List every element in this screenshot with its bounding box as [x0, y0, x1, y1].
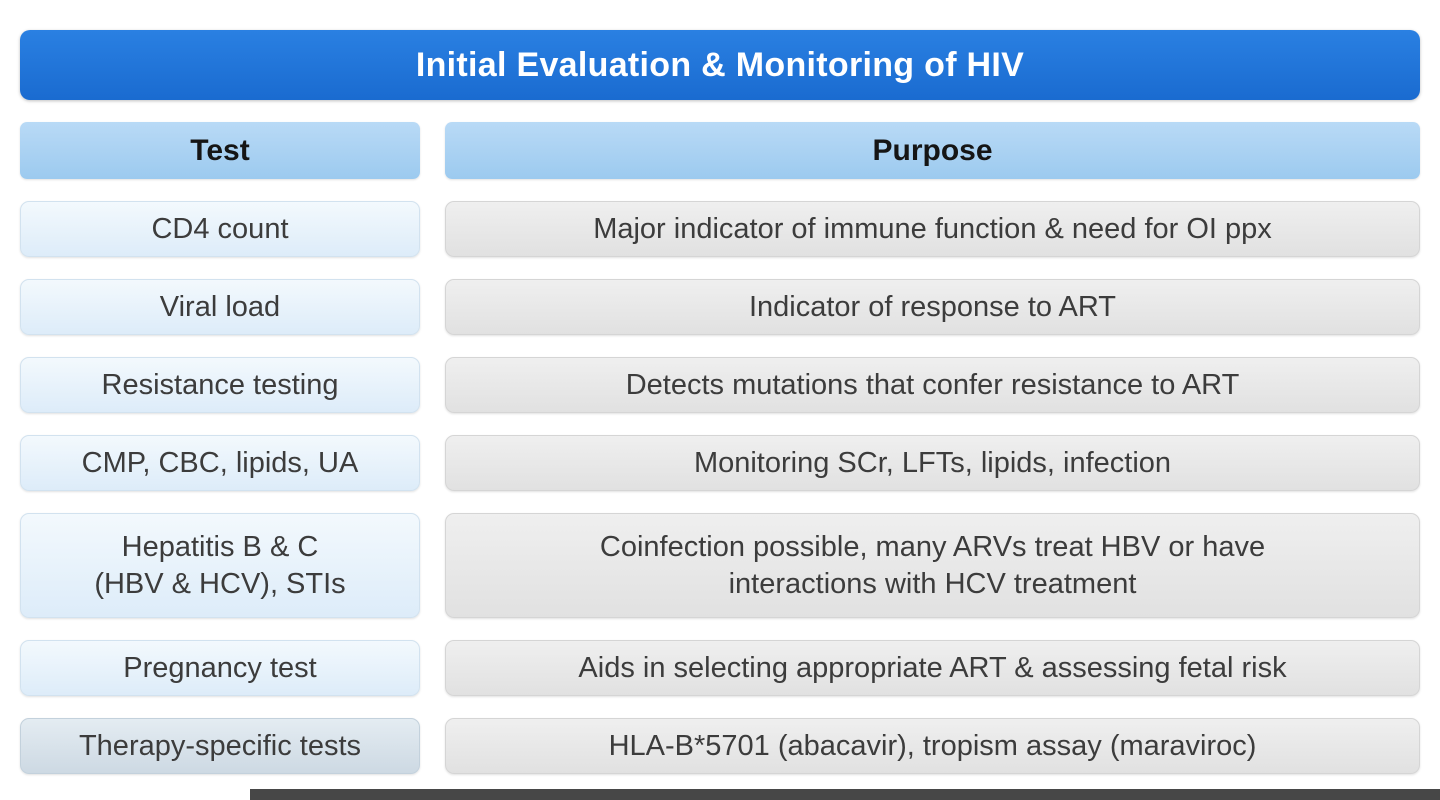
column-header-purpose: Purpose: [445, 122, 1420, 179]
purpose-cell: HLA-B*5701 (abacavir), tropism assay (ma…: [445, 718, 1420, 774]
table-row: Pregnancy test Aids in selecting appropr…: [20, 640, 1420, 696]
flashcard-table: Initial Evaluation & Monitoring of HIV T…: [20, 30, 1420, 774]
purpose-cell: Monitoring SCr, LFTs, lipids, infection: [445, 435, 1420, 491]
table-header-row: Test Purpose: [20, 122, 1420, 179]
table-row: Hepatitis B & C (HBV & HCV), STIs Coinfe…: [20, 513, 1420, 618]
purpose-cell: Detects mutations that confer resistance…: [445, 357, 1420, 413]
column-header-test: Test: [20, 122, 420, 179]
test-cell: Resistance testing: [20, 357, 420, 413]
purpose-cell: Indicator of response to ART: [445, 279, 1420, 335]
bottom-progress-bar[interactable]: [250, 789, 1440, 800]
table-row: Resistance testing Detects mutations tha…: [20, 357, 1420, 413]
purpose-cell: Coinfection possible, many ARVs treat HB…: [445, 513, 1420, 618]
test-cell: CD4 count: [20, 201, 420, 257]
test-cell: Pregnancy test: [20, 640, 420, 696]
page-title: Initial Evaluation & Monitoring of HIV: [20, 30, 1420, 100]
test-cell: CMP, CBC, lipids, UA: [20, 435, 420, 491]
test-cell: Therapy-specific tests: [20, 718, 420, 774]
test-cell: Hepatitis B & C (HBV & HCV), STIs: [20, 513, 420, 618]
table-row: CD4 count Major indicator of immune func…: [20, 201, 1420, 257]
table-row: Therapy-specific tests HLA-B*5701 (abaca…: [20, 718, 1420, 774]
purpose-cell: Aids in selecting appropriate ART & asse…: [445, 640, 1420, 696]
purpose-cell: Major indicator of immune function & nee…: [445, 201, 1420, 257]
table-row: CMP, CBC, lipids, UA Monitoring SCr, LFT…: [20, 435, 1420, 491]
test-cell: Viral load: [20, 279, 420, 335]
table-row: Viral load Indicator of response to ART: [20, 279, 1420, 335]
